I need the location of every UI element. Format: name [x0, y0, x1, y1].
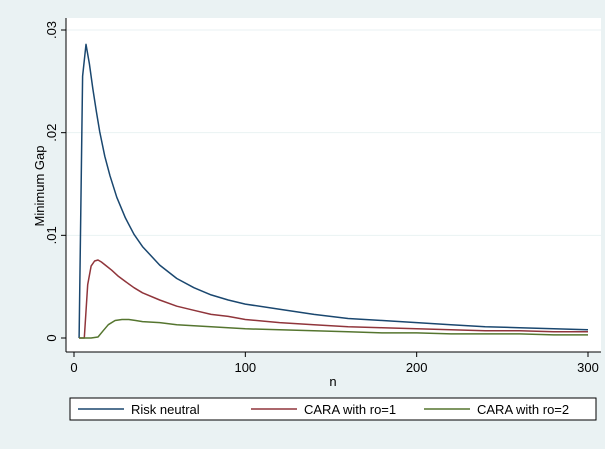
x-axis-ticks: 0 100 200 300: [70, 352, 599, 375]
legend-label-2: CARA with ro=2: [477, 402, 569, 417]
y-tick-label-2: .02: [44, 124, 59, 142]
legend-box: [69, 397, 597, 421]
legend-label-1: CARA with ro=1: [304, 402, 396, 417]
y-tick-label-1: .01: [44, 226, 59, 244]
x-tick-label-1: 100: [234, 360, 256, 375]
plot-area: [66, 18, 601, 352]
y-tick-label-0: 0: [44, 334, 59, 341]
series-lines: [78, 43, 589, 339]
y-axis-label: Minimum Gap: [32, 146, 47, 227]
x-tick-label-2: 200: [406, 360, 428, 375]
x-tick-label-0: 0: [70, 360, 77, 375]
gridlines: [66, 29, 601, 236]
y-tick-label-3: .03: [44, 21, 59, 39]
series-line-0: [78, 43, 589, 339]
x-axis-label: n: [329, 374, 336, 389]
series-line-1: [79, 259, 588, 339]
series-line-2: [79, 318, 588, 339]
legend: Risk neutral CARA with ro=1 CARA with ro=2: [69, 397, 597, 421]
y-axis-ticks: 0 .01 .02 .03: [44, 21, 66, 342]
legend-label-0: Risk neutral: [131, 402, 200, 417]
x-tick-label-3: 300: [577, 360, 599, 375]
